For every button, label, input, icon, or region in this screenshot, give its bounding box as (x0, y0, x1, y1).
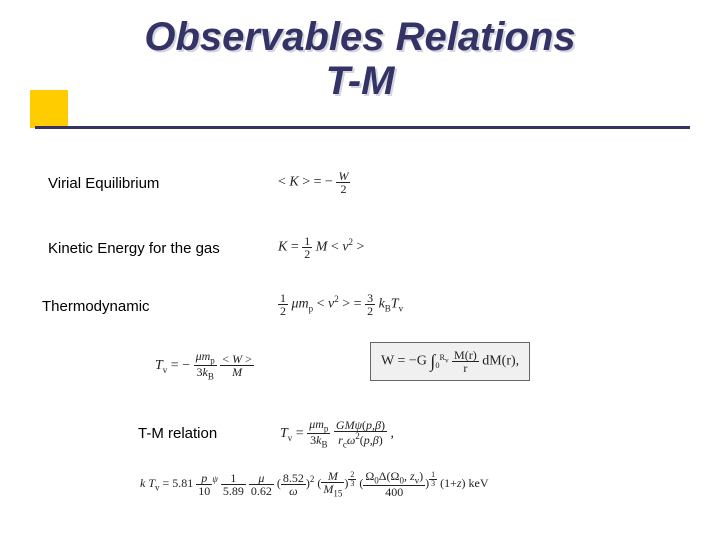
accent-square (30, 90, 68, 128)
slide-title: Observables Relations T-M (0, 15, 720, 103)
eq-tm-main: Tv = μmp3kB GMψ(p,β)rcω2(p,β) , (280, 418, 394, 450)
label-thermo: Thermodynamic (42, 298, 150, 315)
eq-w-box: W = −G ∫0Rv M(r)r dM(r), (370, 342, 530, 381)
title-line-1: Observables Relations (0, 15, 720, 59)
label-kinetic: Kinetic Energy for the gas (48, 240, 220, 257)
eq-virial: < K > = − W2 (278, 170, 350, 195)
label-virial: Virial Equilibrium (48, 175, 159, 192)
eq-tv: Tv = − μmp3kB < W >M (155, 350, 254, 382)
eq-tm-numeric: k Tv = 5.81 p10ψ 15.89 μ0.62 (8.52ω)2 (M… (140, 470, 489, 498)
eq-kinetic: K = 12 M < v2 > (278, 235, 364, 260)
title-line-2: T-M (0, 59, 720, 103)
label-tm: T-M relation (138, 425, 217, 442)
title-underline (35, 126, 690, 129)
eq-thermo: 12 μmp < v2 > = 32 kBTv (278, 292, 403, 317)
